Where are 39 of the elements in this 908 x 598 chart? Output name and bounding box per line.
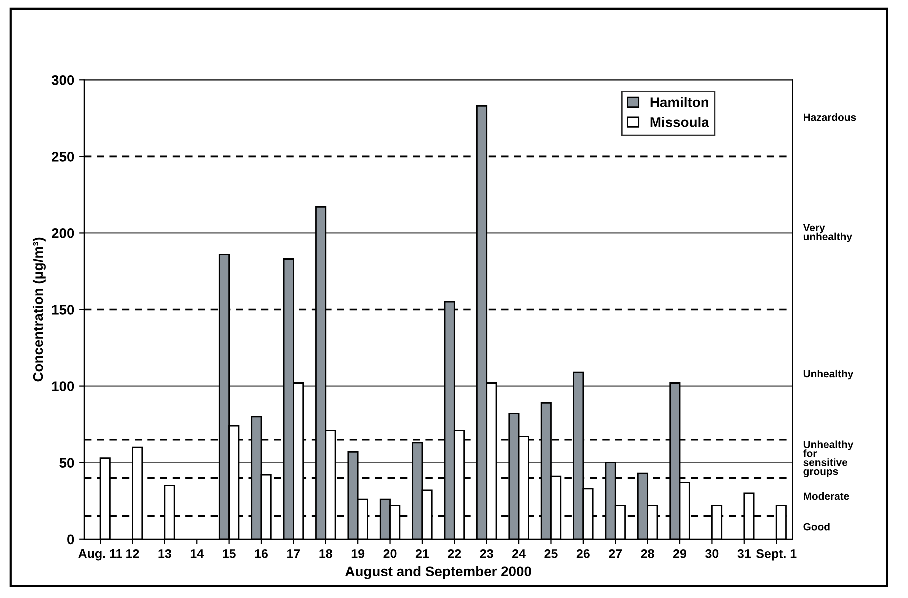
x-tick-label: 21 [416, 549, 430, 558]
x-tick-label: 15 [223, 550, 236, 558]
x-tick-label: 19 [352, 549, 365, 558]
x-tick-label: 26 [576, 549, 590, 558]
x-tick-label: 18 [320, 549, 332, 558]
y-axis-title: Concentration (μg/m³) [32, 238, 46, 382]
text: Good [804, 523, 830, 531]
x-tick-label: 27 [609, 549, 622, 558]
x-tick-label: 30 [706, 549, 719, 558]
text: Very unhealthy [803, 224, 852, 243]
x-tick-label: 23 [480, 549, 494, 558]
y-tick-label: 0 [68, 534, 74, 545]
x-tick-label: 22 [448, 549, 462, 558]
x-tick-label: Aug. 11 [78, 550, 122, 561]
text: Unhealthy [804, 370, 854, 380]
legend-label: Missoula [650, 117, 710, 128]
y-tick-label: 150 [52, 305, 74, 315]
text: Moderate [804, 492, 850, 500]
x-tick-label: Sept. 1 [756, 549, 797, 561]
y-tick-label: 200 [52, 228, 74, 238]
legend-label: Hamilton [650, 97, 708, 108]
x-tick-label: 28 [641, 549, 654, 558]
x-tick-label: 17 [288, 550, 300, 558]
x-tick-label: 13 [158, 549, 172, 558]
x-tick-label: 16 [255, 549, 268, 558]
y-tick-label: 100 [52, 382, 74, 392]
x-tick-label: 31 [738, 549, 751, 558]
x-tick-label: 29 [673, 549, 686, 558]
x-tick-label: 25 [544, 549, 558, 558]
y-tick-label: 300 [52, 75, 74, 86]
x-tick-label: 20 [384, 549, 397, 558]
x-tick-label: 24 [512, 549, 526, 558]
text: Unhealthy for sensitive groups [803, 440, 854, 478]
y-tick-label: 50 [60, 458, 74, 468]
x-tick-label: 14 [190, 550, 204, 558]
x-axis-title: August and September 2000 [346, 566, 532, 580]
y-tick-label: 250 [52, 152, 74, 162]
text: Hazardous [804, 114, 856, 122]
x-tick-label: 12 [126, 549, 140, 558]
